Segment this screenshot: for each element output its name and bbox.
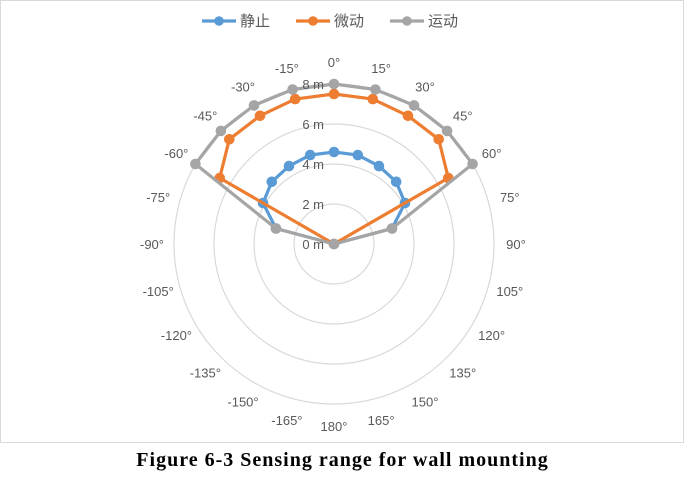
angle-label: -60° [164,146,188,161]
angle-label: -105° [143,284,174,299]
angle-labels: 0° 15° 30° 45° 60° 75° 90° 105° 120° 135° 150° 165°… [140,55,526,434]
legend-label: 运动 [428,12,458,30]
radial-label: 6 m [302,117,324,132]
data-point [373,160,385,172]
angle-label: -15° [275,61,299,76]
legend-label: 微动 [334,12,364,30]
angle-label: -75° [146,190,170,205]
legend: 静止 微动 运动 [202,12,458,30]
radial-label: 8 m [302,77,324,92]
data-point [287,84,298,95]
angle-label: 15° [371,61,391,76]
data-point [289,93,301,105]
legend-item: 微动 [296,12,364,30]
angle-label: 180° [321,419,348,434]
data-point [266,176,278,188]
data-point [370,84,381,95]
legend-swatch-marker [214,16,224,26]
data-point [352,149,364,161]
data-point [304,149,316,161]
angle-label: 150° [412,395,439,410]
angle-label: 105° [496,284,523,299]
data-point [270,223,282,234]
angle-label: 60° [482,146,502,161]
angle-label: -30° [231,79,255,94]
legend-swatch-marker [402,16,412,26]
data-point [367,93,379,105]
data-point [328,146,340,158]
radar-chart: 静止 微动 运动 0° 15° 30° 45° 60° 75° 90° 105° 120° 135° 1… [140,12,526,434]
angle-label: -90° [140,237,164,252]
data-point [467,158,478,170]
data-point [248,100,260,111]
data-point [190,158,201,170]
angle-label: 90° [506,237,526,252]
grid-ring [253,163,415,325]
chart-frame: 静止 微动 运动 0° 15° 30° 45° 60° 75° 90° 105° 120° 135° 1… [0,0,684,443]
angle-label: 30° [415,79,435,94]
data-point [386,223,398,234]
data-point [402,110,414,122]
angle-label: 135° [449,366,476,381]
data-point [215,125,227,137]
data-point [441,125,453,137]
series-1 [257,146,411,250]
legend-item: 运动 [390,12,458,30]
angle-label: -150° [227,395,258,410]
series-2 [214,88,454,250]
radial-label: 2 m [302,197,324,212]
data-point [224,134,235,145]
radial-label: 0 m [302,237,324,252]
angle-label: 165° [368,413,395,428]
figure-caption: Figure 6-3 Sensing range for wall mounti… [136,449,549,471]
angle-label: 45° [453,108,473,123]
data-point [328,78,340,90]
series-layer [190,78,478,250]
angle-label: 75° [500,190,520,205]
data-point [254,110,266,122]
angle-label: -45° [193,108,217,123]
angle-label: -135° [190,366,221,381]
angle-label: 0° [328,55,340,70]
series-3 [190,78,478,250]
data-point [283,160,295,172]
legend-label: 静止 [240,12,270,30]
series-line [218,92,450,246]
data-point [328,88,340,100]
legend-swatch-marker [308,16,318,26]
data-point [328,238,340,250]
data-point [408,100,420,111]
angle-label: -120° [161,328,192,343]
data-point [390,176,402,188]
radial-label: 4 m [302,157,324,172]
legend-item: 静止 [202,12,270,30]
grid-ring [213,123,455,365]
grid-ring [293,203,375,285]
data-point [433,134,445,145]
angle-label: 120° [478,328,505,343]
angle-label: -165° [271,413,302,428]
